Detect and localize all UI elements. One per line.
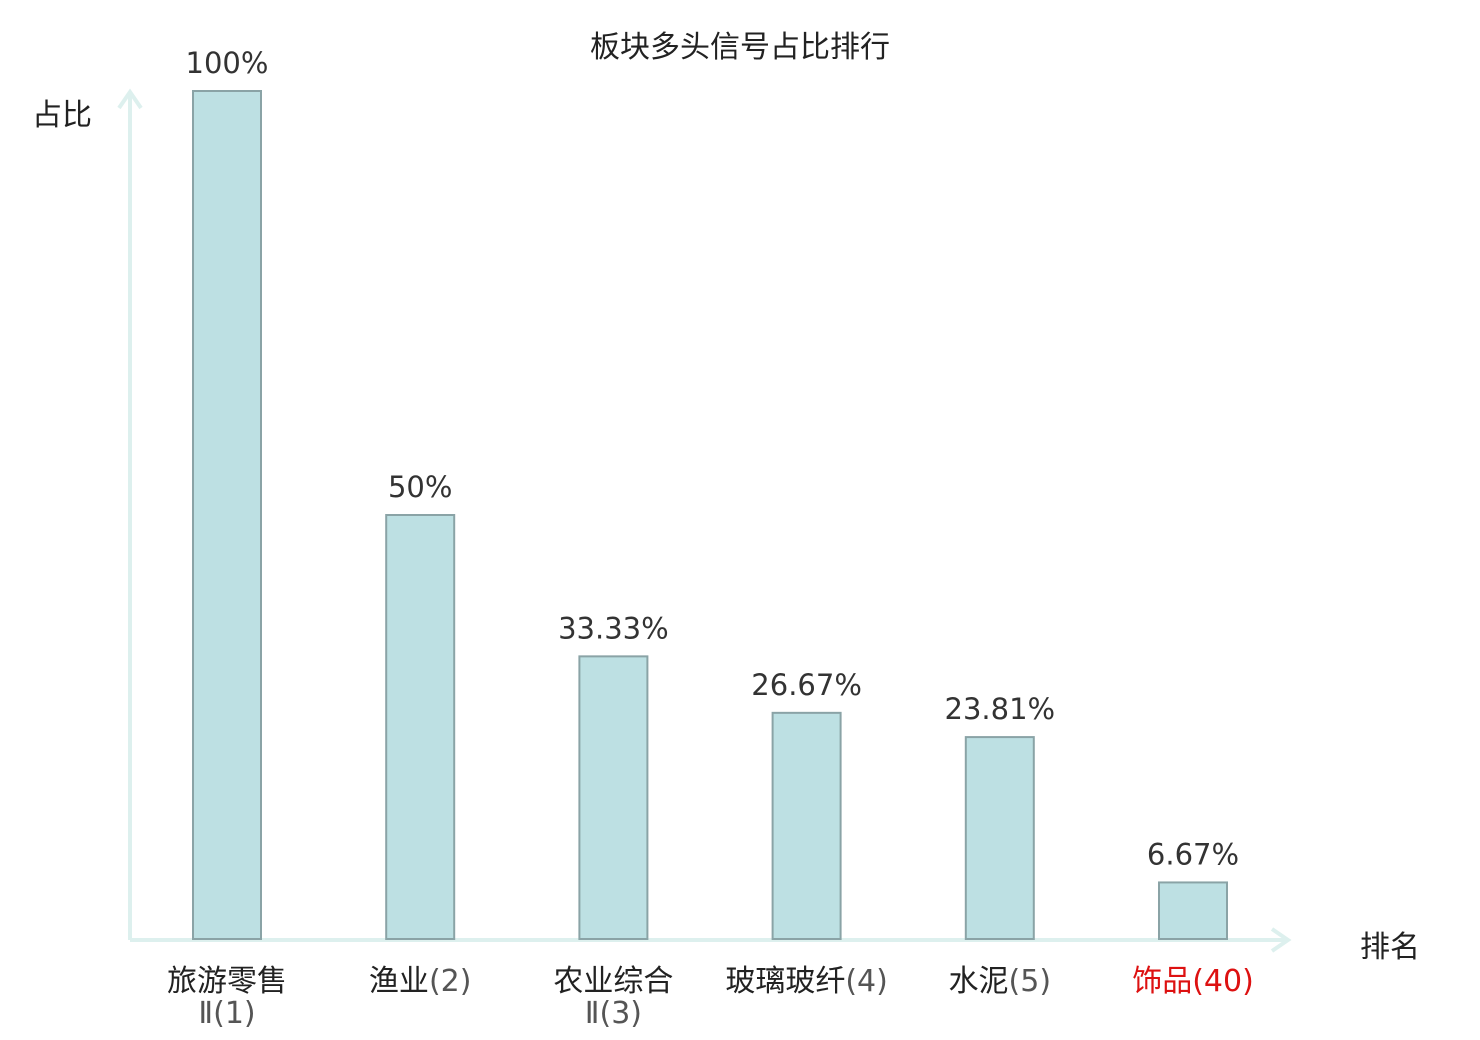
category-name-suffix: Ⅱ [584,996,600,1031]
y-axis-label: 占比 [32,98,92,133]
bar-value-label: 100% [186,46,269,80]
category-label: 玻璃玻纤(4) [697,966,917,998]
x-axis-label: 排名 [1360,930,1420,965]
category-label: 水泥(5) [890,966,1110,998]
category-label: 饰品(40) [1083,966,1303,998]
category-name: 渔业 [368,964,429,999]
chart-title: 板块多头信号占比排行 [590,30,890,65]
category-name: 农业综合 [553,964,674,999]
category-name: 旅游零售 [167,964,287,999]
category-rank: (3) [599,996,643,1031]
category-label: 农业综合 Ⅱ(3) [503,966,723,1030]
y-axis-arrow [117,88,143,110]
bars [192,90,1228,941]
category-rank: (40) [1192,964,1254,999]
axes [117,88,1292,953]
category-name: 饰品 [1132,964,1193,999]
bar [1158,881,1228,941]
category-name-suffix: Ⅱ [198,996,214,1031]
category-rank: (4) [845,964,888,999]
category-name: 玻璃玻纤 [725,964,846,999]
category-rank: (2) [428,964,472,999]
bar-value-label: 33.33% [558,611,669,645]
bar-value-label: 50% [388,470,452,504]
bar [964,736,1035,940]
category-rank: (5) [1008,964,1052,999]
bar-value-label: 23.81% [945,692,1056,726]
category-rank: (1) [213,996,256,1031]
bar [771,711,842,940]
bar [192,90,262,940]
bar-value-label: 26.67% [751,668,862,702]
category-name: 水泥 [948,964,1009,999]
category-label: 旅游零售 Ⅱ(1) [117,966,337,1030]
bar [385,514,456,940]
bar [578,655,649,940]
x-axis-arrow [1270,927,1292,953]
value-labels: 100% 50% 33.33% 26.67% 23.81% 6.67% [186,46,1240,871]
bar-value-label: 6.67% [1147,837,1239,871]
category-label: 渔业(2) [310,966,530,998]
